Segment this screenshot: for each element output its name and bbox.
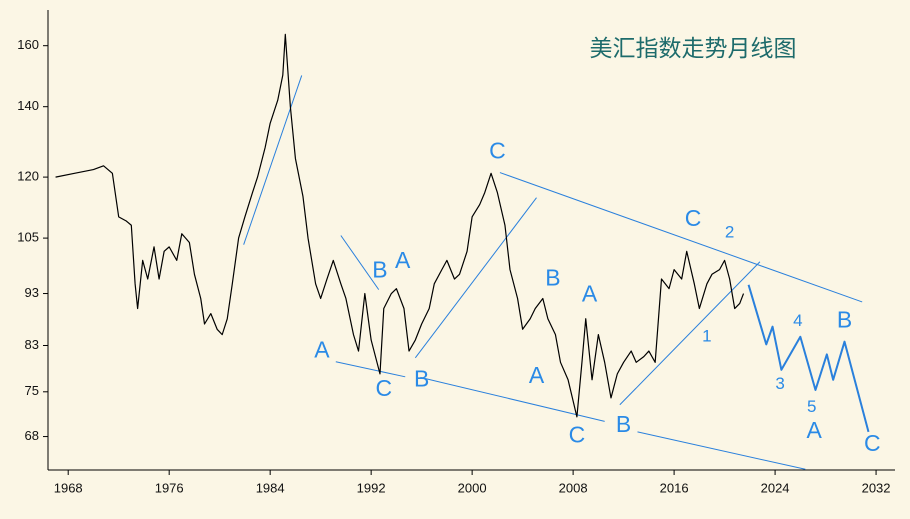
y-tick-label: 140 [17, 98, 39, 113]
chart-title: 美汇指数走势月线图 [590, 35, 797, 61]
x-tick-label: 2016 [660, 480, 689, 495]
trend-line [414, 197, 537, 359]
trend-line [335, 361, 406, 378]
x-tick-label: 1992 [357, 480, 386, 495]
wave-label: 5 [807, 397, 816, 416]
wave-label: A [582, 281, 598, 307]
trend-line [340, 235, 380, 290]
wave-label: A [529, 362, 545, 388]
y-tick-label: 83 [25, 337, 39, 352]
y-tick-label: 75 [25, 383, 39, 398]
trend-line [499, 172, 863, 303]
wave-label: B [545, 265, 560, 291]
trend-line [420, 376, 605, 422]
trend-line [637, 431, 806, 470]
x-tick-label: 1968 [54, 480, 83, 495]
wave-label: 3 [775, 374, 784, 393]
x-tick-label: 2000 [458, 480, 487, 495]
wave-label: C [489, 138, 506, 164]
wave-label: C [569, 422, 586, 448]
wave-label: 2 [725, 222, 734, 241]
wave-label: A [314, 337, 330, 363]
wave-label: A [807, 417, 823, 443]
wave-label: 1 [702, 326, 711, 345]
wave-label: 4 [793, 311, 802, 330]
y-tick-label: 93 [25, 285, 39, 300]
x-tick-label: 1976 [155, 480, 184, 495]
y-tick-label: 120 [17, 169, 39, 184]
x-tick-label: 2032 [862, 480, 891, 495]
wave-label: B [414, 365, 429, 391]
wave-label: C [685, 205, 702, 231]
trend-line [243, 75, 303, 245]
x-tick-label: 2024 [761, 480, 790, 495]
x-tick-label: 1984 [256, 480, 285, 495]
x-tick-label: 2008 [559, 480, 588, 495]
wave-label: A [395, 247, 411, 273]
y-tick-label: 68 [25, 428, 39, 443]
y-tick-label: 160 [17, 37, 39, 52]
wave-label: C [864, 430, 881, 456]
trend-line [619, 261, 761, 406]
price-line [747, 284, 870, 433]
price-line [55, 33, 745, 418]
wave-label: B [837, 306, 852, 332]
wave-label: C [375, 375, 392, 401]
wave-label: B [616, 411, 631, 437]
y-tick-label: 105 [17, 230, 39, 245]
wave-label: B [372, 257, 387, 283]
